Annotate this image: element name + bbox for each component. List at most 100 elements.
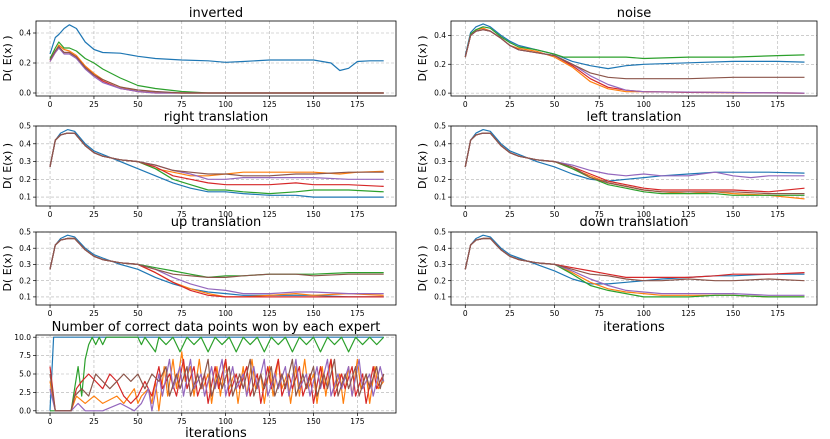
y-tick-label: 0.4 bbox=[434, 139, 446, 148]
series-line-1 bbox=[49, 129, 384, 198]
x-tick-label: 50 bbox=[550, 309, 560, 318]
y-tick-label: 0.4 bbox=[434, 244, 446, 253]
panel-title: up translation bbox=[171, 215, 262, 230]
series-line-5 bbox=[49, 358, 385, 412]
x-tick-label: 50 bbox=[133, 210, 143, 219]
x-tick-label: 75 bbox=[594, 100, 604, 109]
x-tick-label: 125 bbox=[681, 210, 696, 219]
series-line-3 bbox=[464, 26, 805, 60]
y-tick-label: 0.5 bbox=[434, 228, 446, 237]
series-line-2 bbox=[49, 351, 385, 412]
x-tick-label: 150 bbox=[306, 100, 321, 109]
series-line-2 bbox=[464, 27, 805, 94]
y-tick-label: 0.2 bbox=[434, 276, 446, 285]
series-line-2 bbox=[49, 132, 384, 177]
y-tick-label: 5.0 bbox=[19, 370, 31, 379]
y-tick-label: 0.5 bbox=[19, 122, 31, 131]
panel-title: inverted bbox=[189, 6, 243, 21]
x-tick-label: 150 bbox=[306, 210, 321, 219]
x-tick-label: 125 bbox=[262, 417, 277, 426]
x-tick-label: 25 bbox=[89, 210, 99, 219]
series-line-4 bbox=[49, 47, 384, 94]
y-tick-label: 0.1 bbox=[434, 193, 446, 202]
series-line-4 bbox=[464, 237, 805, 278]
y-tick-label: 0.5 bbox=[19, 228, 31, 237]
y-axis-label: D( E(x) ) bbox=[416, 143, 429, 189]
series-line-5 bbox=[464, 237, 805, 296]
series-line-1 bbox=[49, 24, 384, 72]
y-tick-label: 0.0 bbox=[19, 89, 31, 98]
x-tick-label: 75 bbox=[594, 210, 604, 219]
x-tick-label: 100 bbox=[218, 100, 233, 109]
y-tick-label: 0.1 bbox=[434, 292, 446, 301]
y-tick-label: 10.0 bbox=[14, 333, 31, 342]
series-line-6 bbox=[464, 29, 805, 80]
series-line-4 bbox=[49, 358, 385, 412]
series-line-1 bbox=[464, 234, 805, 285]
x-tick-label: 25 bbox=[89, 309, 99, 318]
plot-frame bbox=[35, 125, 397, 207]
y-tick-label: 0.0 bbox=[434, 89, 446, 98]
y-tick-label: 0.3 bbox=[434, 260, 446, 269]
series-line-2 bbox=[464, 132, 805, 200]
x-tick-label: 25 bbox=[89, 417, 99, 426]
x-tick-label: 175 bbox=[350, 309, 365, 318]
x-tick-label: 150 bbox=[726, 210, 741, 219]
x-tick-label: 175 bbox=[350, 417, 365, 426]
plot-frame bbox=[450, 20, 818, 97]
series-line-6 bbox=[464, 237, 805, 282]
y-axis-label: D( E(x) ) bbox=[1, 143, 14, 189]
x-tick-label: 175 bbox=[350, 100, 365, 109]
series-line-3 bbox=[49, 41, 384, 94]
panel-1: 0 25 50 75 100 125 150 175 0.0 0.2 0.4 inverted D( E… bbox=[1, 6, 397, 109]
panel-5: 0 25 50 75 100 125 150 175 0.1 0.2 0.3 0.4 0.5 up tra… bbox=[1, 215, 397, 318]
x-tick-label: 125 bbox=[262, 309, 277, 318]
y-tick-label: 0.1 bbox=[19, 193, 31, 202]
x-tick-label: 50 bbox=[550, 100, 560, 109]
x-tick-label: 25 bbox=[89, 100, 99, 109]
y-tick-label: 0.0 bbox=[19, 406, 31, 415]
y-tick-label: 2.5 bbox=[19, 388, 31, 397]
x-tick-label: 75 bbox=[177, 309, 187, 318]
y-tick-label: 0.2 bbox=[19, 59, 31, 68]
panel-title: noise bbox=[617, 6, 652, 21]
y-axis-label: D( E(x) ) bbox=[1, 245, 14, 291]
y-axis-label: D( E(x) ) bbox=[416, 35, 429, 81]
panel-2: 0 25 50 75 100 125 150 175 0.0 0.2 0.4 noise D( E(x)… bbox=[416, 6, 818, 109]
plot-frame bbox=[35, 231, 397, 306]
y-tick-label: 0.4 bbox=[19, 244, 31, 253]
y-tick-label: 0.2 bbox=[434, 175, 446, 184]
y-tick-label: 0.2 bbox=[434, 60, 446, 69]
x-tick-label: 0 bbox=[463, 309, 468, 318]
panel-title: left translation bbox=[586, 110, 681, 125]
y-axis-label: D( E(x) ) bbox=[1, 35, 14, 81]
panel-3: 0 25 50 75 100 125 150 175 0.1 0.2 0.3 0.4 0.5 right … bbox=[1, 110, 397, 219]
x-tick-label: 0 bbox=[48, 309, 53, 318]
y-tick-label: 0.4 bbox=[19, 29, 31, 38]
x-tick-label: 125 bbox=[681, 100, 696, 109]
panel-6: 0 25 50 75 100 125 150 175 0.1 0.2 0.3 0.4 0.5 down t… bbox=[416, 215, 818, 335]
series-line-2 bbox=[464, 237, 805, 298]
panel-title: Number of correct data points won by eac… bbox=[52, 320, 381, 335]
x-tick-label: 150 bbox=[726, 309, 741, 318]
y-tick-label: 0.5 bbox=[434, 122, 446, 131]
x-tick-label: 50 bbox=[550, 210, 560, 219]
y-tick-label: 0.2 bbox=[19, 276, 31, 285]
x-tick-label: 100 bbox=[218, 417, 233, 426]
y-tick-label: 0.4 bbox=[434, 31, 446, 40]
y-axis-label: D( E(x) ) bbox=[416, 245, 429, 291]
y-tick-label: 0.3 bbox=[19, 260, 31, 269]
x-tick-label: 175 bbox=[771, 100, 786, 109]
x-tick-label: 150 bbox=[306, 309, 321, 318]
x-tick-label: 75 bbox=[594, 309, 604, 318]
x-tick-label: 175 bbox=[771, 309, 786, 318]
plot-frame bbox=[450, 231, 818, 306]
panel-4: 0 25 50 75 100 125 150 175 0.1 0.2 0.3 0.4 0.5 left t… bbox=[416, 110, 818, 219]
x-tick-label: 0 bbox=[463, 100, 468, 109]
x-tick-label: 75 bbox=[177, 210, 187, 219]
panel-7: 0 25 50 75 100 125 150 175 0.0 2.5 5.0 7.5 10.0 Numbe… bbox=[14, 320, 397, 439]
series-line-3 bbox=[49, 237, 384, 278]
x-tick-label: 50 bbox=[133, 309, 143, 318]
y-tick-label: 0.3 bbox=[19, 157, 31, 166]
